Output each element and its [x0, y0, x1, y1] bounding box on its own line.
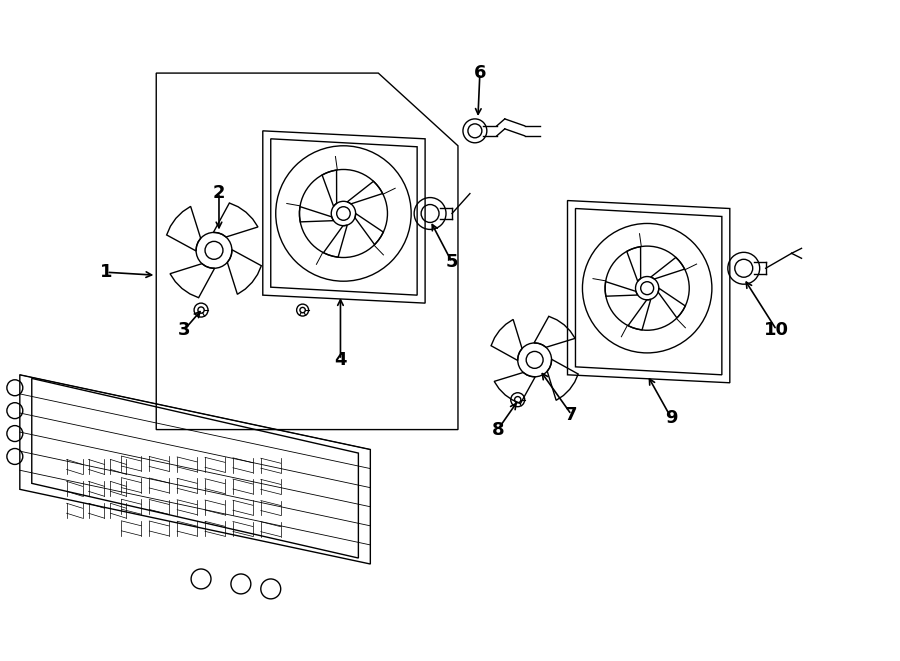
Text: 4: 4 — [334, 351, 346, 369]
Text: 7: 7 — [565, 406, 578, 424]
Text: 5: 5 — [446, 253, 458, 271]
Text: 2: 2 — [212, 184, 225, 202]
Text: 9: 9 — [665, 408, 678, 426]
Text: 10: 10 — [764, 321, 789, 339]
Text: 8: 8 — [491, 420, 504, 439]
Text: 6: 6 — [473, 64, 486, 82]
Text: 3: 3 — [178, 321, 191, 339]
Text: 1: 1 — [100, 263, 112, 281]
